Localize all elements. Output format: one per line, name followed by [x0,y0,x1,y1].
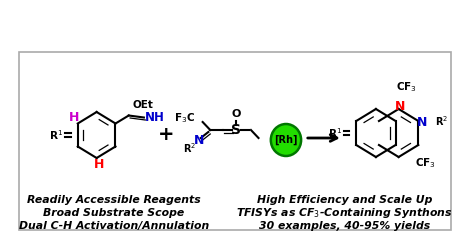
Text: N: N [395,99,406,113]
Text: CF$_3$: CF$_3$ [415,156,436,170]
Text: +: + [157,125,174,145]
Text: Dual C-H Activation/Annulation: Dual C-H Activation/Annulation [18,221,209,231]
Text: N: N [417,117,427,129]
Text: S: S [231,123,241,137]
Text: H: H [94,158,105,172]
Text: NH: NH [145,111,164,124]
Text: High Efficiency and Scale Up: High Efficiency and Scale Up [257,195,432,205]
Text: [Rh]: [Rh] [274,135,298,145]
Text: R$^1$: R$^1$ [49,128,64,142]
Text: N: N [194,134,204,148]
Text: CF$_3$: CF$_3$ [396,80,417,94]
Text: Broad Substrate Scope: Broad Substrate Scope [43,208,184,218]
Circle shape [271,124,301,156]
Text: H: H [69,111,79,124]
Text: OEt: OEt [133,100,154,111]
Text: R$^2$: R$^2$ [183,141,196,155]
FancyBboxPatch shape [19,52,451,230]
Text: TFISYs as CF$_3$-Containing Synthons: TFISYs as CF$_3$-Containing Synthons [236,206,453,220]
Text: 30 examples, 40-95% yields: 30 examples, 40-95% yields [259,221,430,231]
Text: R$^1$: R$^1$ [328,126,342,140]
Text: Readily Accessible Reagents: Readily Accessible Reagents [27,195,201,205]
Text: F$_3$C: F$_3$C [174,111,195,125]
Text: O: O [231,109,240,119]
Text: R$^2$: R$^2$ [435,114,448,128]
